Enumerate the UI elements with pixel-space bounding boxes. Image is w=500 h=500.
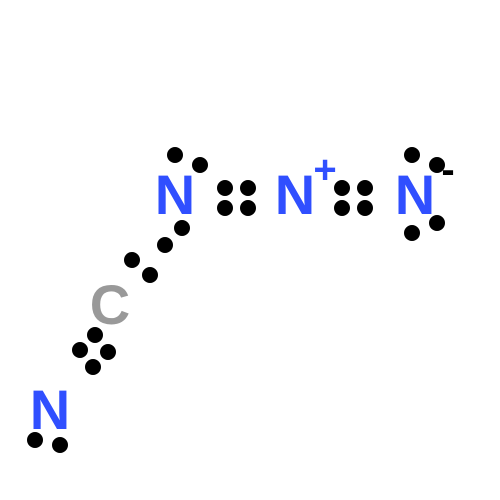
atom-n1: N: [155, 167, 195, 223]
atom-n4: N: [30, 382, 70, 438]
electron-dot-11: [357, 200, 373, 216]
electron-dot-0: [167, 147, 183, 163]
electron-dot-22: [27, 432, 43, 448]
electron-dot-10: [334, 200, 350, 216]
charge-1: -: [441, 150, 454, 190]
electron-dot-19: [100, 344, 116, 360]
electron-dot-5: [240, 200, 256, 216]
electron-dot-17: [142, 267, 158, 283]
electron-dot-20: [72, 342, 88, 358]
electron-dot-7: [157, 237, 173, 253]
atom-c: C: [90, 277, 130, 333]
electron-dot-18: [87, 327, 103, 343]
electron-dot-1: [192, 157, 208, 173]
electron-dot-4: [217, 200, 233, 216]
atom-n2: N: [275, 167, 315, 223]
electron-dot-16: [124, 252, 140, 268]
electron-dot-23: [52, 437, 68, 453]
electron-dot-13: [429, 157, 445, 173]
charge-0: +: [313, 150, 336, 190]
electron-dot-9: [357, 180, 373, 196]
electron-dot-14: [404, 225, 420, 241]
electron-dot-2: [217, 180, 233, 196]
electron-dot-12: [404, 147, 420, 163]
electron-dot-15: [429, 215, 445, 231]
electron-dot-21: [85, 359, 101, 375]
atom-n3: N: [395, 167, 435, 223]
electron-dot-6: [174, 220, 190, 236]
electron-dot-3: [240, 180, 256, 196]
electron-dot-8: [334, 180, 350, 196]
